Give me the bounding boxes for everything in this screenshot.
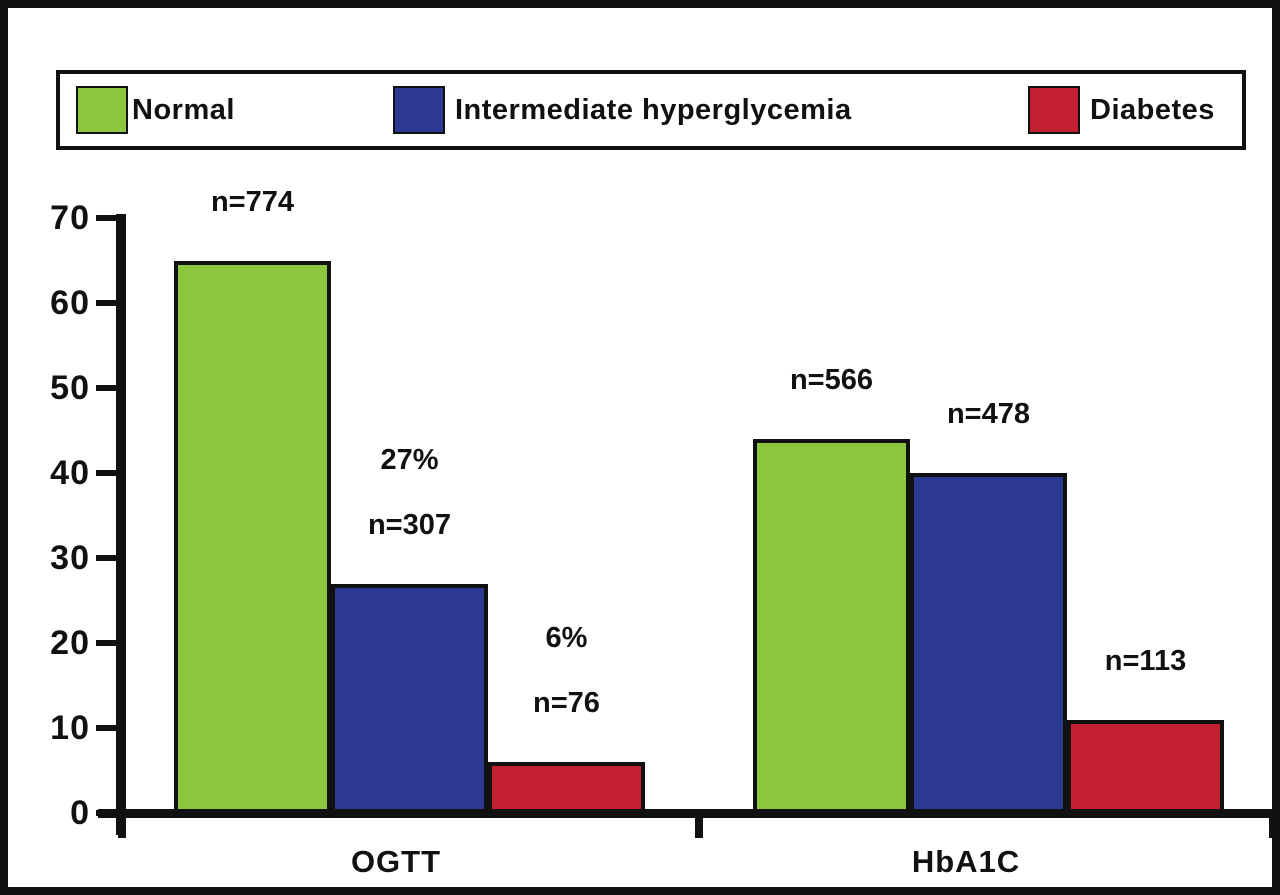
y-tick-label: 20	[50, 624, 90, 662]
legend-swatch-intermediate-hyperglycemia	[393, 86, 445, 134]
y-axis-tick	[96, 470, 116, 476]
legend-box: Normal Intermediate hyperglycemia Diabet…	[56, 70, 1246, 150]
y-tick-label: 40	[50, 454, 90, 492]
y-tick-label: 60	[50, 284, 90, 322]
legend-label-intermediate-hyperglycemia: Intermediate hyperglycemia	[455, 94, 852, 126]
bar-label-ogtt-intermediate: 27%	[380, 443, 439, 476]
bar-hba1c-intermediate	[910, 473, 1067, 813]
y-tick-label: 50	[50, 369, 90, 407]
y-tick-label: 70	[50, 199, 90, 237]
bar-ogtt-normal	[174, 260, 331, 813]
bar-label-hba1c-intermediate: n=478	[946, 398, 1031, 430]
y-axis	[116, 214, 126, 835]
y-axis-tick	[96, 640, 116, 646]
legend-label-normal: Normal	[132, 94, 235, 126]
plot-area: 0 10 20 30 40 50 60 70 n=774 27% n=307 6% n=76 OGTT n=…	[8, 8, 1272, 887]
legend-swatch-normal	[76, 86, 128, 134]
x-category-label-hba1c: HbA1C	[911, 844, 1021, 879]
bar-label-ogtt-diabetes: n=76	[533, 687, 600, 719]
y-tick-label: 30	[50, 539, 90, 577]
bar-hba1c-normal	[753, 439, 910, 813]
y-axis-tick	[96, 555, 116, 561]
y-axis-tick	[96, 215, 116, 221]
bar-label-ogtt-diabetes: 6%	[545, 622, 588, 654]
y-tick-label: 0	[70, 794, 90, 832]
y-tick-label: 10	[50, 709, 90, 747]
y-axis-tick	[96, 300, 116, 306]
bar-ogtt-intermediate	[331, 583, 488, 813]
x-category-label-ogtt: OGTT	[350, 844, 442, 879]
x-axis-tick	[118, 818, 126, 838]
x-axis-tick	[1269, 818, 1272, 838]
bar-label-ogtt-intermediate: n=307	[367, 508, 452, 541]
x-axis	[98, 809, 1272, 818]
bar-ogtt-diabetes	[488, 762, 645, 813]
legend-label-diabetes: Diabetes	[1090, 94, 1215, 126]
legend-swatch-diabetes	[1028, 86, 1080, 134]
bar-label-hba1c-normal: n=566	[789, 364, 874, 396]
bar-hba1c-diabetes	[1067, 719, 1224, 813]
x-axis-tick	[695, 818, 703, 838]
bar-label-hba1c-diabetes: n=113	[1104, 644, 1187, 677]
bar-label-ogtt-normal: n=774	[210, 185, 295, 218]
y-axis-tick	[96, 385, 116, 391]
y-axis-tick	[96, 725, 116, 731]
